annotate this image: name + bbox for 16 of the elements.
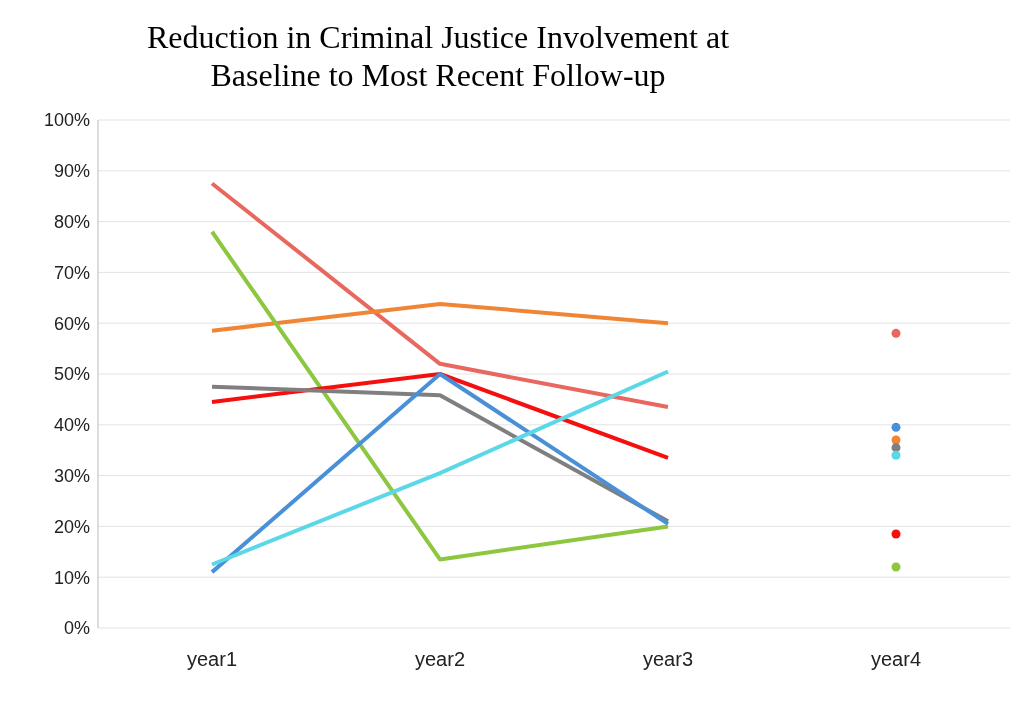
x-tick-label: year1: [186, 648, 238, 671]
y-tick-label: 60%: [53, 313, 90, 334]
y-tick-label: 50%: [53, 364, 90, 385]
y-tick-label: 90%: [53, 161, 90, 182]
y-tick-label: 40%: [53, 415, 90, 436]
y-tick-label: 30%: [53, 465, 90, 486]
y-tick-label: 20%: [53, 516, 90, 537]
y-tick-label: 70%: [53, 262, 90, 283]
y-tick-label: 100%: [43, 110, 90, 131]
x-tick-label: year4: [870, 648, 922, 671]
chart-title: Reduction in Criminal Justice Involvement at Baseline to Most Recent Follow-up: [145, 18, 731, 95]
y-tick-label: 80%: [53, 211, 90, 232]
x-tick-label: year3: [642, 648, 694, 671]
x-tick-label: year2: [414, 648, 466, 671]
y-tick-label: 0%: [63, 618, 90, 639]
y-tick-label: 10%: [53, 567, 90, 588]
